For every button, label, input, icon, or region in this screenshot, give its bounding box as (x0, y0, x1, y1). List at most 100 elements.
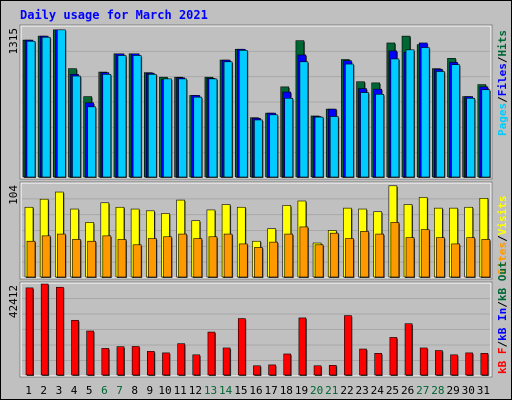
panel-border-shadow (19, 181, 493, 280)
chart-panel-visits-sites (19, 181, 493, 280)
bar-sites (254, 247, 263, 278)
bar-kb (207, 331, 216, 376)
x-tick-label: 24 (371, 384, 385, 397)
x-tick-label: 19 (295, 384, 308, 397)
bar-hits (254, 119, 263, 178)
bar-kb (298, 317, 307, 376)
x-tick-label: 6 (101, 384, 108, 397)
x-tick-label: 3 (56, 384, 63, 397)
x-tick-label: 5 (86, 384, 93, 397)
bar-sites (345, 238, 354, 278)
legend-pages: Pages (496, 103, 509, 136)
bar-hits (223, 61, 233, 178)
bar-hits (26, 40, 36, 178)
bar-hits (466, 97, 475, 178)
bar-kb (374, 353, 383, 376)
bar-sites (57, 233, 66, 278)
bar-sites (72, 239, 81, 278)
x-tick-label: 23 (356, 384, 369, 397)
x-tick-label: 9 (147, 384, 154, 397)
legend-separator: / (496, 301, 509, 308)
bar-kb (435, 350, 443, 376)
bar-kb (162, 352, 170, 376)
bar-kb (25, 287, 34, 376)
legend-visits-sites: Sites/Visits (496, 196, 509, 276)
bar-sites (41, 235, 51, 278)
x-tick-label: 28 (431, 384, 444, 397)
bar-kb (86, 330, 94, 376)
legend-sites: Sites (496, 242, 509, 275)
bar-hits (451, 64, 460, 178)
bar-hits (314, 116, 324, 178)
bar-kb (283, 353, 292, 376)
bar-kb (389, 337, 398, 376)
legend-kb-f: kB F (496, 348, 509, 375)
x-tick-label: 7 (116, 384, 123, 397)
bar-hits (72, 75, 81, 178)
x-tick-label: 12 (189, 384, 202, 397)
legend-separator: / (496, 56, 509, 63)
panel-border-shadow (19, 281, 493, 378)
bar-hits (193, 96, 203, 178)
x-tick-label: 18 (280, 384, 293, 397)
bar-sites (238, 243, 248, 278)
legend-separator: / (496, 341, 509, 348)
bar-kb (192, 354, 201, 376)
x-tick-label: 27 (416, 384, 429, 397)
bar-hits (178, 78, 187, 178)
bar-kb (146, 351, 155, 376)
x-tick-label: 17 (265, 384, 278, 397)
bar-sites (360, 231, 369, 278)
legend-kbytes: kB F/kB In/kB Out (496, 261, 509, 374)
x-tick-label: 15 (234, 384, 247, 397)
bar-kb (359, 348, 367, 376)
x-tick-label: 10 (158, 384, 171, 397)
x-tick-label: 14 (219, 384, 233, 397)
bar-hits (360, 92, 369, 178)
bar-hits (163, 78, 172, 178)
bar-sites (284, 233, 294, 278)
x-tick-label: 4 (71, 384, 78, 397)
x-tick-label: 8 (131, 384, 138, 397)
x-tick-label: 13 (204, 384, 217, 397)
chart-panel-kbytes (19, 281, 493, 378)
bar-hits (117, 55, 127, 178)
legend-hits: Hits (496, 30, 509, 57)
bar-hits (102, 74, 112, 178)
x-tick-label: 26 (401, 384, 414, 397)
bar-sites (87, 240, 96, 278)
bar-hits (390, 58, 400, 178)
x-tick-label: 21 (325, 384, 338, 397)
bar-sites (193, 238, 203, 278)
bar-sites (436, 237, 445, 278)
bar-hits (405, 49, 415, 178)
bar-sites (132, 244, 142, 278)
bar-sites (102, 235, 112, 278)
bar-hits (284, 97, 294, 178)
y-max-label: 1315 (7, 28, 20, 55)
chart-panel-hits-files-pages (19, 24, 493, 180)
x-tick-label: 2 (40, 384, 47, 397)
bar-sites (147, 238, 157, 278)
bar-kb (404, 323, 413, 376)
bar-sites (466, 237, 475, 278)
legend-separator: / (496, 235, 509, 242)
bar-hits (269, 114, 278, 178)
bar-sites (269, 241, 278, 278)
y-max-label: 104 (7, 185, 20, 205)
bar-sites (223, 233, 233, 278)
bar-kb (222, 347, 231, 376)
bar-kb (101, 348, 110, 376)
x-tick-label: 1 (25, 384, 32, 397)
bar-kb (419, 347, 428, 376)
x-tick-label: 30 (462, 384, 475, 397)
x-tick-label: 11 (174, 384, 187, 397)
bar-sites (117, 239, 127, 278)
chart-title: Daily usage for March 2021 (20, 8, 208, 22)
bar-kb (450, 354, 458, 376)
bar-kb (131, 346, 140, 376)
bar-sites (299, 226, 309, 278)
legend-separator: / (496, 96, 509, 103)
x-tick-label: 16 (249, 384, 262, 397)
